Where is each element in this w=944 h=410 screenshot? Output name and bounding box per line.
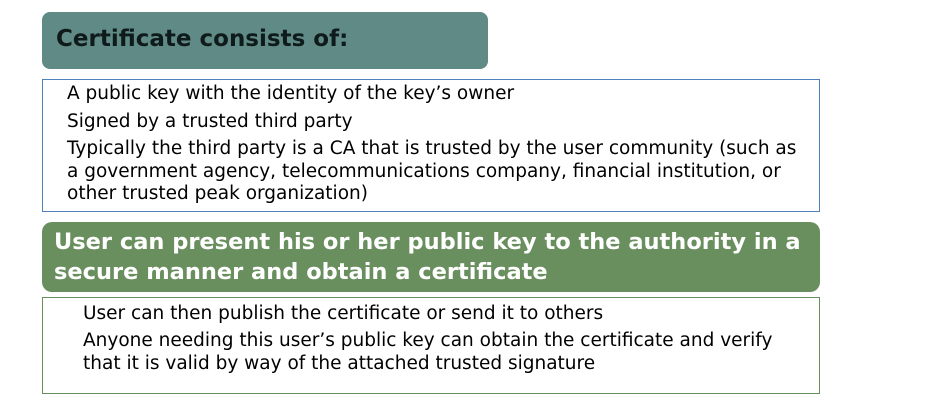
user-certificate-header: User can present his or her public key t… [42, 222, 820, 292]
certificate-header: Certificate consists of: [42, 12, 488, 69]
certificate-details-box: A public key with the identity of the ke… [42, 79, 820, 212]
list-item: A public key with the identity of the ke… [67, 83, 515, 104]
list-item: User can then publish the certificate or… [83, 303, 604, 324]
list-item: Anyone needing this user’s public key ca… [83, 330, 773, 374]
list-item: Typically the third party is a CA that i… [67, 138, 797, 204]
user-certificate-details-list: User can then publish the certificate or… [83, 302, 813, 379]
user-certificate-details-box: User can then publish the certificate or… [42, 297, 820, 394]
user-certificate-header-title: User can present his or her public key t… [54, 229, 801, 285]
certificate-details-list: A public key with the identity of the ke… [67, 83, 812, 211]
list-item: Signed by a trusted third party [67, 110, 353, 132]
certificate-header-title: Certificate consists of: [56, 26, 349, 52]
